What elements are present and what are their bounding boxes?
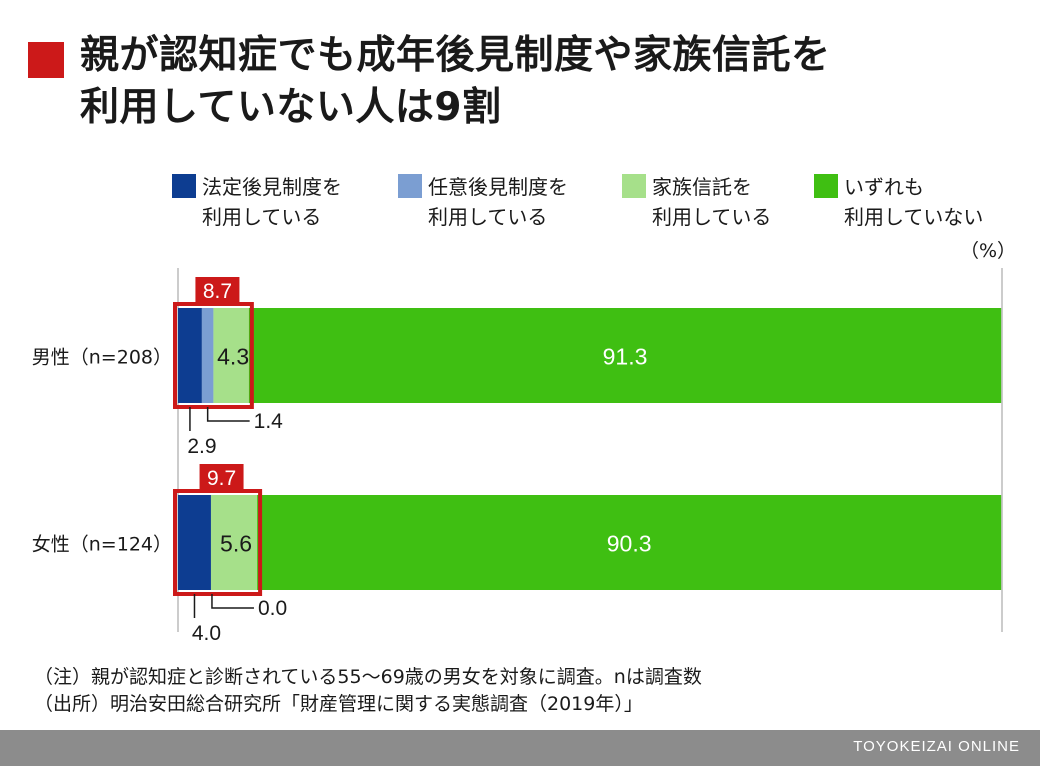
category-label: 男性（n=208）	[32, 347, 172, 369]
data-label: 4.3	[217, 344, 249, 370]
legend-label: いずれも 利用していない	[844, 175, 984, 229]
legend-swatch	[172, 174, 196, 198]
unit-label: （%）	[960, 240, 1017, 262]
bar-segment	[201, 308, 214, 403]
legend-swatch	[622, 174, 646, 198]
title-line-1: 親が認知症でも成年後見制度や家族信託を	[80, 33, 831, 78]
data-label-small: 4.0	[192, 622, 221, 645]
leader-line	[211, 594, 254, 609]
title-line-2: 利用していない人は9割	[80, 85, 502, 130]
leader-line	[206, 407, 250, 422]
note-line-1: （注）親が認知症と診断されている55〜69歳の男女を対象に調査。nは調査数	[34, 666, 702, 688]
chart-title: 親が認知症でも成年後見制度や家族信託を 利用していない人は9割	[80, 30, 831, 134]
bar-segment	[178, 495, 211, 590]
bar-chart: 男性（n=208） 4.3 91.3 8.7 2.9 1.4 女性（n=124） 5.6 90.…	[32, 268, 1003, 645]
legend-swatch	[398, 174, 422, 198]
legend-label: 任意後見制度を 利用している	[428, 175, 568, 229]
legend-swatch	[814, 174, 838, 198]
bar-segment	[213, 308, 249, 403]
total-tag	[195, 277, 240, 304]
data-label-small: 1.4	[254, 410, 284, 433]
footer-credit: TOYOKEIZAI ONLINE	[853, 738, 1020, 755]
total-label: 9.7	[207, 467, 236, 490]
total-tag	[199, 464, 244, 491]
footer-bar	[0, 730, 1040, 766]
data-label: 91.3	[603, 344, 648, 370]
legend-label: 家族信託を 利用している	[652, 175, 772, 229]
bar-segment	[178, 308, 202, 403]
title-marker	[28, 42, 64, 78]
note-line-2: （出所）明治安田総合研究所「財産管理に関する実態調査（2019年）」	[34, 693, 643, 715]
bar-segment	[248, 308, 1002, 403]
bar-segment	[257, 495, 1002, 590]
data-label: 90.3	[607, 531, 652, 557]
legend-label: 法定後見制度を 利用している	[202, 175, 342, 229]
category-label: 女性（n=124）	[32, 534, 172, 556]
data-label-small: 0.0	[258, 597, 287, 620]
notes: （注）親が認知症と診断されている55〜69歳の男女を対象に調査。nは調査数 （出…	[34, 664, 702, 718]
total-label: 8.7	[203, 280, 232, 303]
bar-segment	[210, 495, 258, 590]
data-label: 5.6	[220, 531, 252, 557]
data-label-small: 2.9	[187, 435, 216, 458]
